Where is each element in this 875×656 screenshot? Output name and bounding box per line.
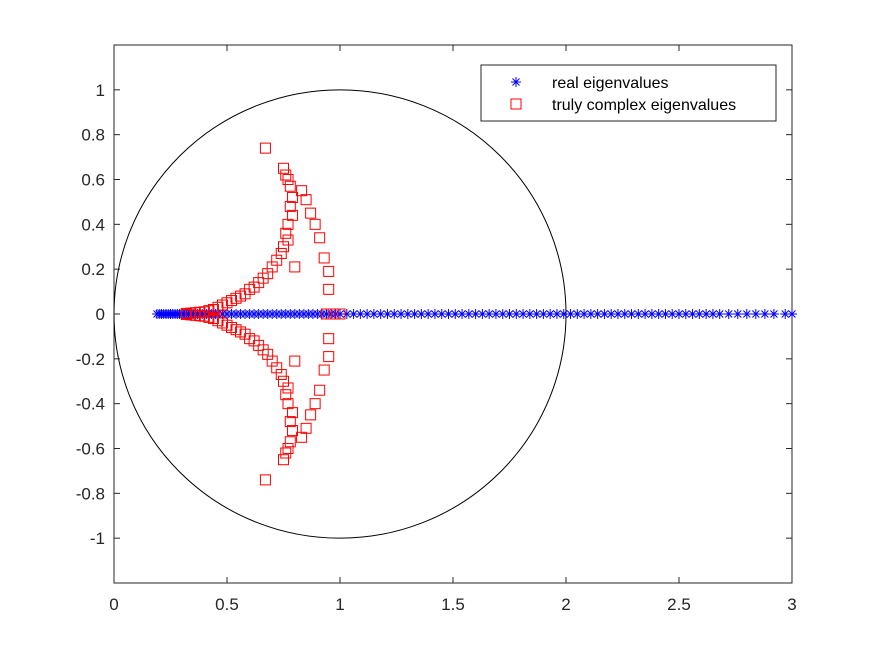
data-point-complex	[300, 194, 312, 206]
data-point-real	[660, 309, 671, 319]
x-tick-label: 1	[335, 595, 344, 614]
legend-marker-square	[510, 98, 522, 110]
x-tick-label: 3	[787, 595, 796, 614]
data-point-real	[787, 309, 797, 319]
data-point-complex	[334, 308, 346, 320]
data-point-complex	[280, 447, 292, 459]
y-tick-label: 0	[96, 305, 105, 324]
data-point-real	[723, 309, 734, 319]
data-point-complex	[284, 180, 296, 192]
y-tick-label: 0.2	[81, 260, 105, 279]
y-tick-label: 0.8	[81, 126, 105, 145]
y-tick-label: -0.8	[76, 484, 105, 503]
data-point-complex	[284, 436, 296, 448]
data-point-complex	[280, 227, 292, 239]
y-tick-label: 0.4	[81, 215, 105, 234]
data-point-complex	[305, 207, 317, 219]
data-point-complex	[323, 351, 335, 363]
data-point-complex	[327, 308, 339, 320]
data-point-complex	[284, 416, 296, 428]
data-point-complex	[323, 283, 335, 295]
data-point-real	[436, 309, 447, 319]
data-point-real	[477, 309, 488, 319]
data-point-complex	[280, 389, 292, 401]
legend-marker-asterisk	[511, 77, 521, 87]
data-point-real	[732, 309, 743, 319]
legend-square-glyph	[510, 98, 522, 110]
data-point-real	[599, 309, 610, 319]
data-point-real	[680, 309, 691, 319]
data-point-complex	[318, 252, 330, 264]
data-point-complex	[280, 169, 292, 181]
data-point-real	[714, 309, 725, 319]
y-tick-label: 1	[96, 81, 105, 100]
data-point-complex	[180, 308, 192, 320]
y-tick-label: -0.2	[76, 350, 105, 369]
data-point-real	[759, 309, 770, 319]
x-tick-label: 0.5	[215, 595, 239, 614]
legend-label-real-eigenvalues: real eigenvalues	[552, 75, 669, 92]
data-point-real	[450, 309, 461, 319]
data-point-complex	[259, 474, 271, 486]
plot-axes: 0 0.5 1 1.5 2 2.5 3 1 0.8 0.6 0.4 0.2 0 -0.2 -0.4 -0.6…	[76, 44, 797, 614]
series-layer	[151, 142, 797, 486]
x-tick-label: 2	[561, 595, 570, 614]
data-point-complex	[289, 261, 301, 273]
data-point-real	[524, 309, 535, 319]
data-point-complex	[323, 265, 335, 277]
data-point-complex	[318, 364, 330, 376]
data-point-complex	[287, 425, 299, 437]
legend: real eigenvalues truly complex eigenvalu…	[480, 64, 777, 122]
y-tick-label: -0.6	[76, 440, 105, 459]
data-point-complex	[282, 443, 294, 454]
data-point-complex	[282, 398, 294, 410]
data-point-complex	[282, 174, 294, 185]
x-axis-ticks: 0 0.5 1 1.5 2 2.5 3	[109, 45, 797, 614]
data-point-real	[579, 309, 590, 319]
data-point-complex	[300, 422, 312, 434]
data-point-real	[741, 309, 752, 319]
data-point-real	[368, 309, 379, 319]
legend-label-complex-eigenvalues: truly complex eigenvalues	[552, 97, 736, 114]
data-point-real	[362, 309, 373, 319]
data-point-complex	[282, 218, 294, 230]
y-tick-label: -1	[90, 529, 105, 548]
data-point-complex	[323, 333, 335, 345]
data-point-real	[443, 309, 454, 319]
x-tick-label: 1.5	[441, 595, 465, 614]
data-point-complex	[278, 375, 289, 387]
data-point-real	[511, 309, 522, 319]
data-point-complex	[259, 142, 271, 154]
data-point-complex	[278, 162, 289, 174]
data-point-complex	[305, 409, 317, 421]
data-point-complex	[314, 384, 326, 396]
data-point-complex	[289, 355, 301, 367]
x-tick-label: 0	[109, 595, 118, 614]
data-point-complex	[314, 232, 326, 244]
data-point-complex	[309, 398, 321, 410]
data-point-real	[463, 309, 474, 319]
legend-asterisk-glyph	[511, 77, 521, 87]
y-axis-ticks: 1 0.8 0.6 0.4 0.2 0 -0.2 -0.4 -0.6 -0.8 -1	[76, 81, 792, 548]
x-tick-label: 2.5	[667, 595, 691, 614]
y-tick-label: 0.6	[81, 171, 105, 190]
data-point-real	[558, 309, 569, 319]
series-complex-eigenvalues	[180, 142, 346, 486]
y-tick-label: -0.4	[76, 395, 105, 414]
data-point-complex	[287, 191, 299, 203]
data-point-complex	[278, 241, 289, 253]
data-point-complex	[278, 454, 289, 466]
data-point-real	[768, 309, 779, 319]
legend-box	[480, 64, 777, 122]
data-point-complex	[309, 218, 321, 230]
data-point-real	[780, 309, 791, 319]
data-point-real	[694, 309, 705, 319]
data-point-real	[750, 309, 761, 319]
data-point-complex	[284, 200, 296, 212]
data-point-complex	[320, 308, 332, 320]
